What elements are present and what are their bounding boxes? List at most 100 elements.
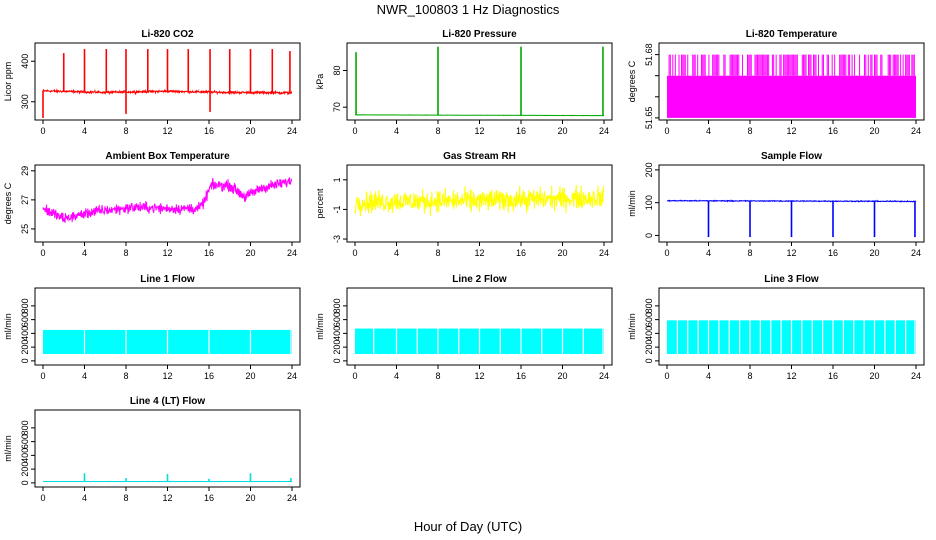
panel-2-xtick-label: 8 <box>435 126 440 136</box>
panel-1-xtick-label: 20 <box>245 126 255 136</box>
panel-3-series <box>667 54 916 118</box>
panel-2: Li-820 Pressure 0 4 8 12 16 20 24 70 80 kPa <box>315 29 613 136</box>
panel-7-xtick-label: 0 <box>40 371 45 381</box>
panel-10-x-axis: 0 4 8 12 16 20 24 <box>40 486 297 503</box>
panel-8-xtick-label: 12 <box>474 371 484 381</box>
panel-6-y-axis: 0 100 200 <box>644 162 660 238</box>
panel-5-xtick-label: 0 <box>352 248 357 258</box>
panel-1-xtick-label: 16 <box>204 126 214 136</box>
panel-3-xtick-label: 0 <box>664 126 669 136</box>
panel-6-xtick-label: 16 <box>828 248 838 258</box>
panel-9-x-axis: 0 4 8 12 16 20 24 <box>664 364 921 381</box>
panel-7-ylabel: ml/min <box>3 313 13 340</box>
panel-8-xtick-label: 24 <box>599 371 609 381</box>
panel-6-title: Sample Flow <box>761 151 822 162</box>
panel-9-xtick-label: 8 <box>747 371 752 381</box>
panel-3-ylabel: degrees C <box>627 60 637 102</box>
panel-8-x-axis: 0 4 8 12 16 20 24 <box>352 364 609 381</box>
panel-10: Line 4 (LT) Flow 0 4 8 12 16 20 24 0 200400600800… <box>3 396 301 503</box>
panel-5-x-axis: 0 4 8 12 16 20 24 <box>352 241 609 258</box>
panel-6-xtick-label: 12 <box>786 248 796 258</box>
panel-5-ytick-label: -1 <box>332 205 342 213</box>
panel-5-series <box>354 184 605 217</box>
panel-9-ytick-label: 0 <box>644 358 654 363</box>
panel-9-ytick-label: 600 <box>644 312 654 327</box>
figure-title: NWR_100803 1 Hz Diagnostics <box>376 2 560 17</box>
panel-1-line <box>42 88 293 96</box>
panel-7-series <box>43 328 292 355</box>
panel-1-x-axis: 0 4 8 12 16 20 24 <box>40 119 297 136</box>
panel-1-xtick-label: 24 <box>287 126 297 136</box>
panel-1-series <box>42 49 293 118</box>
x-axis-title: Hour of Day (UTC) <box>413 519 523 534</box>
panel-8-ytick-label: 400 <box>332 326 342 341</box>
panel-4-frame <box>34 164 301 243</box>
panel-4-line <box>42 177 293 223</box>
panel-10-series <box>43 473 292 483</box>
panel-9-xtick-label: 4 <box>706 371 711 381</box>
panel-3-xtick-label: 16 <box>828 126 838 136</box>
panel-9-ylabel: ml/min <box>627 313 637 340</box>
panel-7-xtick-label: 16 <box>204 371 214 381</box>
panel-7-xtick-label: 4 <box>82 371 87 381</box>
panel-6-xtick-label: 4 <box>706 248 711 258</box>
panel-4-y-axis: 25 27 29 <box>20 166 36 234</box>
panel-6: Sample Flow 0 4 8 12 16 20 24 0 100 200 ml/min <box>627 151 925 258</box>
panel-5-y-axis: -3 -1 1 <box>332 177 348 243</box>
panel-2-xtick-label: 24 <box>599 126 609 136</box>
panel-6-ylabel: ml/min <box>627 190 637 217</box>
panel-2-xtick-label: 4 <box>394 126 399 136</box>
panel-2-frame <box>346 42 613 121</box>
panel-10-xtick-label: 0 <box>40 493 45 503</box>
panel-4-ytick-label: 25 <box>20 224 30 234</box>
panel-6-xtick-label: 0 <box>664 248 669 258</box>
panel-2-x-axis: 0 4 8 12 16 20 24 <box>352 119 609 136</box>
panel-3-xtick-label: 12 <box>786 126 796 136</box>
panel-2-title: Li-820 Pressure <box>442 29 517 40</box>
panel-8-xtick-label: 0 <box>352 371 357 381</box>
panel-9-ytick-label: 400 <box>644 326 654 341</box>
panel-7-ytick-label: 200 <box>20 340 30 355</box>
panel-8-ytick-label: 200 <box>332 340 342 355</box>
panel-2-line <box>355 114 604 117</box>
panel-4-ytick-label: 29 <box>20 166 30 176</box>
panel-7-xtick-label: 24 <box>287 371 297 381</box>
panel-3-xtick-label: 20 <box>869 126 879 136</box>
panel-4-xtick-label: 12 <box>162 248 172 258</box>
panel-5-line <box>354 184 605 217</box>
panel-7-x-axis: 0 4 8 12 16 20 24 <box>40 364 297 381</box>
panel-5-title: Gas Stream RH <box>443 151 516 162</box>
panel-2-y-axis: 70 80 <box>332 65 348 112</box>
panel-1-xtick-label: 0 <box>40 126 45 136</box>
panel-2-xtick-label: 20 <box>557 126 567 136</box>
panel-1-ylabel: Licor ppm <box>3 62 13 102</box>
panel-7-xtick-label: 12 <box>162 371 172 381</box>
panel-2-ytick-label: 80 <box>332 65 342 75</box>
panel-4-xtick-label: 16 <box>204 248 214 258</box>
panel-8-xtick-label: 8 <box>435 371 440 381</box>
panel-9-xtick-label: 12 <box>786 371 796 381</box>
panel-4-xtick-label: 8 <box>123 248 128 258</box>
panel-8-series <box>355 327 604 355</box>
panel-8-ytick-label: 800 <box>332 298 342 313</box>
panel-9-ytick-label: 800 <box>644 298 654 313</box>
panel-4-ylabel: degrees C <box>3 182 13 224</box>
panel-4-xtick-label: 20 <box>245 248 255 258</box>
panel-2-xtick-label: 16 <box>516 126 526 136</box>
panel-10-ytick-label: 600 <box>20 434 30 449</box>
panel-6-x-axis: 0 4 8 12 16 20 24 <box>664 241 921 258</box>
panel-4-xtick-label: 0 <box>40 248 45 258</box>
panel-10-xtick-label: 16 <box>204 493 214 503</box>
panel-9-ytick-label: 200 <box>644 340 654 355</box>
panel-3-xtick-label: 4 <box>706 126 711 136</box>
panel-1-title: Li-820 CO2 <box>141 29 194 40</box>
panel-1-xtick-label: 8 <box>123 126 128 136</box>
panel-9-xtick-label: 24 <box>911 371 921 381</box>
panel-7-xtick-label: 8 <box>123 371 128 381</box>
panel-8-xtick-label: 4 <box>394 371 399 381</box>
panel-3-title: Li-820 Temperature <box>746 29 838 40</box>
